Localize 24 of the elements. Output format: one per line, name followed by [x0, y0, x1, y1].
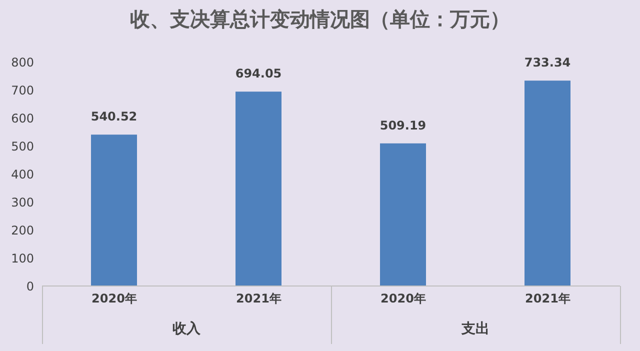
y-tick-label: 800 [11, 55, 34, 70]
data-label: 733.34 [524, 56, 571, 70]
text: 收入 [172, 320, 202, 338]
y-tick-label: 200 [11, 223, 34, 238]
bar [236, 92, 282, 286]
data-label: 694.05 [235, 66, 282, 81]
y-tick-label: 0 [26, 279, 34, 294]
chart-title: 收、支决算总计变动情况图（单位：万元） [129, 6, 511, 33]
y-tick-label: 600 [11, 111, 34, 126]
y-tick-label: 100 [11, 251, 34, 266]
bar [380, 143, 426, 286]
x-tick-label: 2021年 [525, 292, 570, 306]
bar [524, 80, 570, 286]
y-tick-label: 700 [11, 83, 34, 98]
x-tick-label: 2020年 [380, 292, 426, 306]
x-tick-label: 2021年 [236, 292, 282, 306]
y-tick-label: 300 [11, 195, 34, 210]
bar [91, 134, 137, 286]
data-label: 540.52 [90, 110, 138, 124]
y-tick-label: 400 [11, 167, 34, 182]
x-tick-label: 2020年 [92, 292, 137, 306]
y-tick-label: 500 [11, 139, 34, 154]
text: 支出 [460, 320, 490, 338]
data-label: 509.19 [380, 118, 426, 132]
